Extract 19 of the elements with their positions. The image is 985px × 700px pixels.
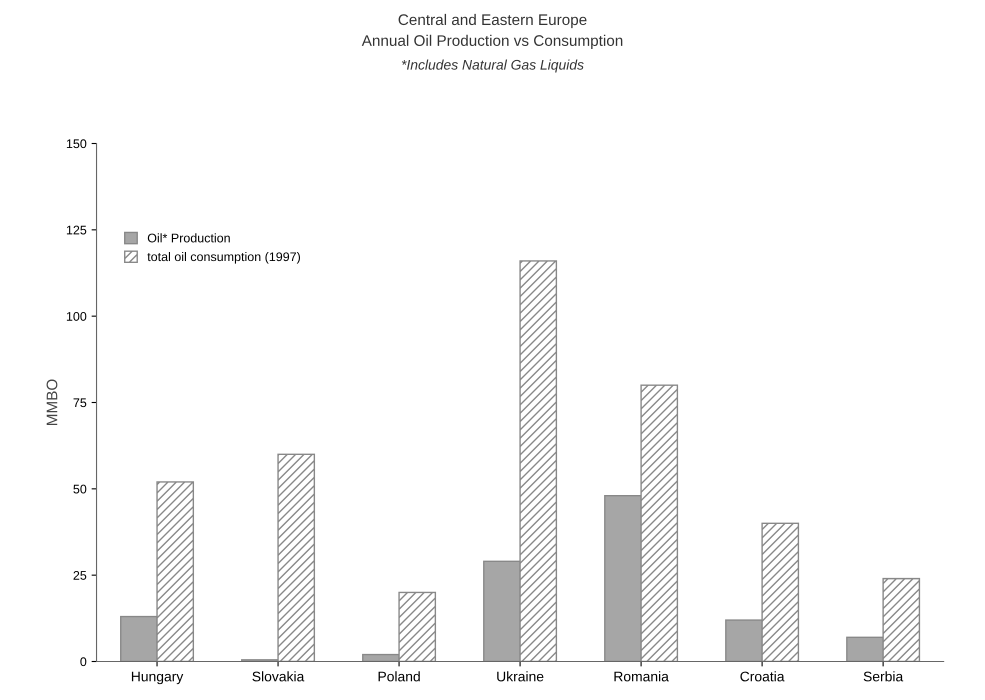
y-tick-label: 75 [74, 398, 86, 408]
y-tick-label: 0 [80, 657, 86, 666]
y-tick-label: 25 [74, 570, 86, 580]
x-tick-label: Romania [614, 671, 669, 682]
x-tick-label: Ukraine [497, 671, 544, 682]
y-axis-title: MMBO [46, 379, 58, 426]
x-tick-label: Slovakia [252, 671, 304, 682]
y-tick-label: 125 [66, 226, 86, 234]
x-tick-label: Poland [378, 671, 420, 682]
y-tick-label: 150 [66, 139, 86, 148]
chart-title: Central and Eastern Europe Annual Oil Production vs Consumption [362, 14, 622, 49]
x-tick-label: Hungary [132, 672, 184, 684]
y-tick-label: 50 [73, 484, 86, 494]
chart-subtitle: *Includes Natural Gas Liquids [402, 60, 584, 72]
y-tick-label: 100 [66, 312, 86, 321]
legend-label: total oil consumption (1997) [147, 252, 300, 264]
x-tick-label: Croatia [740, 671, 784, 682]
x-tick-label: Serbia [864, 671, 904, 682]
legend-label: Oil* Production [148, 233, 230, 242]
